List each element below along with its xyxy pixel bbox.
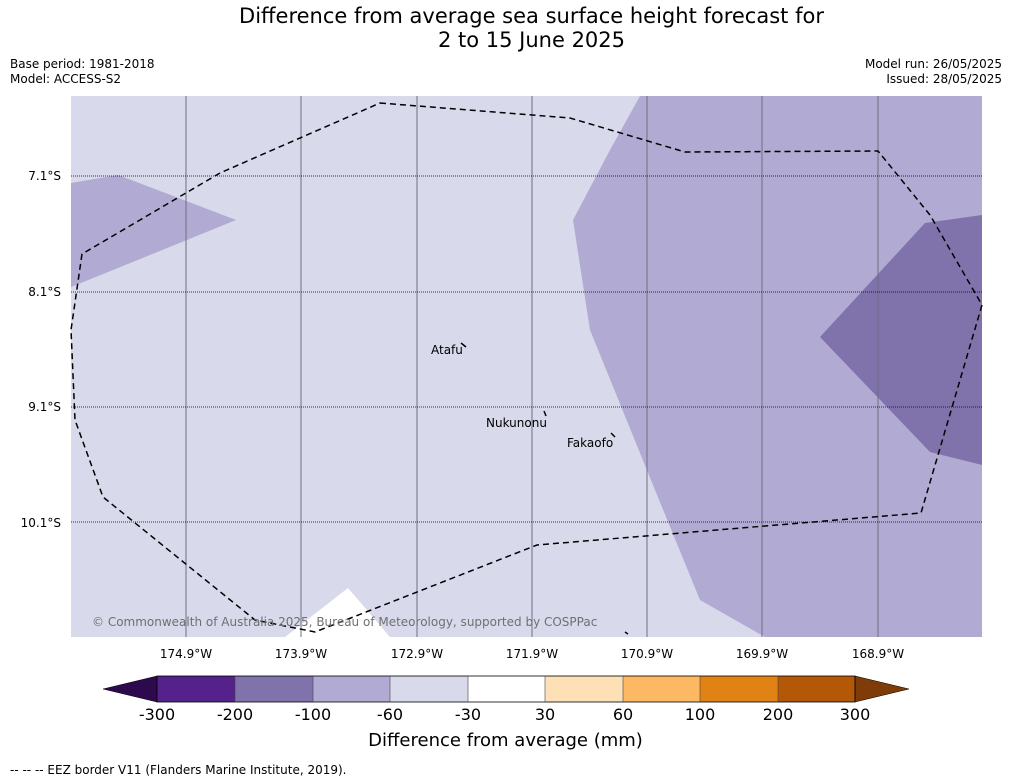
colorbar-segment <box>390 676 468 702</box>
colorbar-dividers <box>234 676 779 702</box>
model-run-text: Model run: 26/05/2025 <box>864 57 1002 71</box>
base-period-text: Base period: 1981-2018 <box>10 57 155 71</box>
lon-label: 174.9°W <box>160 647 212 661</box>
title-line-1: Difference from average sea surface heig… <box>239 4 824 28</box>
colorbar-segment <box>313 676 390 702</box>
colorbar-segment <box>235 676 313 702</box>
latitude-labels: 7.1°S 8.1°S 9.1°S 10.1°S <box>21 169 61 530</box>
colorbar-tick: 300 <box>840 705 871 724</box>
lat-label: 8.1°S <box>28 285 61 299</box>
colorbar-tick: -100 <box>295 705 331 724</box>
lon-label: 169.9°W <box>736 647 788 661</box>
eez-legend: -- -- -- EEZ border V11 (Flanders Marine… <box>10 763 347 777</box>
longitude-gridlines <box>185 96 879 637</box>
field-neg200-neg100-east <box>820 215 982 465</box>
meta-left: Base period: 1981-2018 Model: ACCESS-S2 <box>10 57 155 87</box>
colorbar-tick: -60 <box>377 705 403 724</box>
anomaly-field <box>71 96 982 637</box>
colorbar-tick: 60 <box>613 705 633 724</box>
lat-label: 9.1°S <box>28 400 61 414</box>
colorbar-tick: -300 <box>139 705 175 724</box>
lat-label: 7.1°S <box>28 169 61 183</box>
chart-title: Difference from average sea surface heig… <box>0 4 1011 52</box>
colorbar-tick: 30 <box>535 705 555 724</box>
colorbar-tick: 200 <box>763 705 794 724</box>
colorbar-tick: 100 <box>685 705 716 724</box>
colorbar-extend-low <box>102 675 158 703</box>
title-line-2: 2 to 15 June 2025 <box>437 28 626 52</box>
eez-border <box>70 102 983 633</box>
longitude-labels: 174.9°W 173.9°W 172.9°W 171.9°W 170.9°W … <box>160 647 904 661</box>
colorbar-segment <box>623 676 700 702</box>
colorbar-tick-labels: -300 -200 -100 -60 -30 30 60 100 200 300 <box>139 705 870 724</box>
colorbar-segment <box>468 676 545 702</box>
lon-label: 172.9°W <box>391 647 443 661</box>
atafu-island <box>460 342 467 348</box>
meta-right: Model run: 26/05/2025 Issued: 28/05/2025 <box>865 57 1002 87</box>
fakaofo-label: Fakaofo <box>567 436 613 450</box>
field-neg30-30-south <box>285 588 390 637</box>
colorbar-tick: -200 <box>217 705 253 724</box>
colorbar-segment <box>700 676 778 702</box>
lon-label: 171.9°W <box>506 647 558 661</box>
nukunonu-island <box>543 410 547 417</box>
lon-label: 173.9°W <box>275 647 327 661</box>
nukunonu-label: Nukunonu <box>486 416 547 430</box>
lon-label: 170.9°W <box>621 647 673 661</box>
swains-islet <box>624 631 629 635</box>
model-text: Model: ACCESS-S2 <box>10 72 122 86</box>
colorbar-segment <box>545 676 623 702</box>
colorbar-title: Difference from average (mm) <box>368 730 643 751</box>
colorbar-segment <box>778 676 855 702</box>
field-neg100-neg60-east <box>573 96 982 637</box>
copyright-notice: © Commonwealth of Australia 2025, Bureau… <box>92 615 597 629</box>
colorbar-segment <box>157 676 235 702</box>
lat-label: 10.1°S <box>21 516 61 530</box>
atafu-label: Atafu <box>431 343 463 357</box>
issued-text: Issued: 28/05/2025 <box>886 72 1002 86</box>
colorbar-tick: -30 <box>455 705 481 724</box>
fakaofo-island <box>610 432 616 438</box>
colorbar-extend-high <box>854 675 910 703</box>
field-neg100-neg60-west <box>71 175 236 287</box>
lon-label: 168.9°W <box>852 647 904 661</box>
colorbar-outline <box>156 675 856 703</box>
